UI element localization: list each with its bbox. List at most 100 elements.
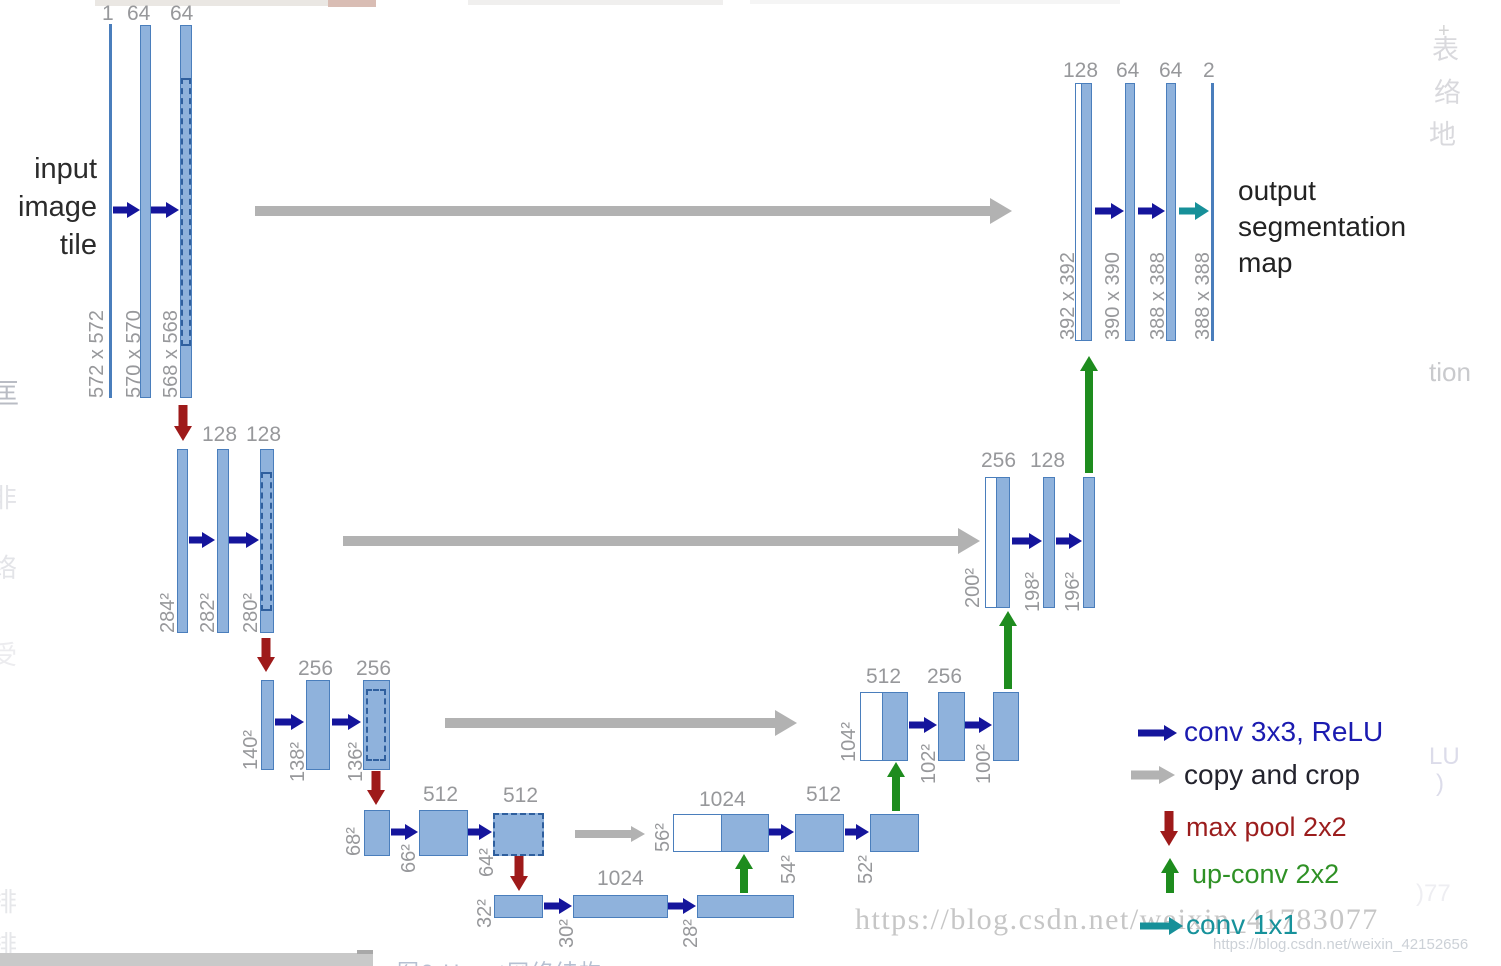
channel-label: 64 [1159,59,1183,82]
upsampled-half [996,478,1009,607]
left-edge-fragment: 排 [0,887,18,917]
conv3x3-arrow [1056,532,1082,549]
upsampled-half [721,815,768,851]
conv3x3-arrow [668,897,696,915]
input-caption-line: image [18,191,97,223]
dim-label: 28² [680,919,702,948]
dim-label: 66² [398,844,420,873]
right-edge-fragment: LU [1429,743,1460,770]
channel-label: 256 [927,665,963,688]
dim-label: 572 x 572 [86,310,108,398]
feature-map [261,680,274,770]
up-conv-arrow [1080,356,1097,473]
channel-label: 128 [1063,59,1099,82]
left-edge-fragment: 非 [0,483,18,513]
legend-max-pool-label: max pool 2x2 [1186,812,1347,842]
copy-crop-arrow [255,198,1012,224]
right-edge-fragment: )77 [1416,880,1451,907]
feature-map [993,692,1019,761]
max-pool-arrow [367,771,385,805]
channel-label: 512 [866,665,902,688]
legend-up-conv-label: up-conv 2x2 [1192,859,1340,889]
feature-map [795,814,844,852]
dim-label: 388 x 388 [1192,252,1214,340]
bottom-gray-bar-cap [357,950,373,954]
up-conv-arrow [887,762,904,811]
watermark-small: https://blog.csdn.net/weixin_42152656 [1213,936,1469,953]
dim-label: 136² [345,741,367,782]
top-edge-artifact [750,0,1120,4]
conv1x1-arrow [1179,201,1209,220]
legend-conv3x3-arrow [1138,724,1177,742]
channel-label: 1 [102,2,114,25]
upsampled-half [882,693,907,760]
crop-region-outline [181,78,191,346]
conv3x3-arrow [909,716,937,734]
dim-label: 102² [918,743,940,784]
channel-label: 128 [202,423,238,446]
conv3x3-arrow [468,823,492,841]
dim-label: 196² [1062,571,1084,612]
upsampled-half [1081,84,1091,340]
output-caption-line: output [1238,175,1316,206]
dim-label: 64² [476,848,498,877]
channel-label: 128 [1030,449,1066,472]
channel-label: 2 [1203,59,1215,82]
channel-label: 512 [423,783,459,806]
concat-feature-map [985,477,1010,608]
input-caption: input image tile [0,150,97,264]
legend-conv1x1-label: conv 1x1 [1186,909,1299,940]
dim-label: 392 x 392 [1057,252,1079,340]
channel-label: 128 [246,423,282,446]
copy-crop-arrow [445,710,797,736]
legend-up-conv-arrow [1161,858,1178,893]
dim-label: 570 x 570 [123,310,145,398]
concat-feature-map [1075,83,1092,341]
right-edge-fragment: ) [1436,770,1444,797]
dim-label: 68² [343,827,365,856]
output-caption-line: map [1238,247,1293,278]
right-edge-watermark-char: 地 [1429,120,1456,150]
feature-map [938,692,965,761]
legend-conv1x1-arrow [1140,916,1183,936]
dim-label: 200² [962,567,984,608]
dim-label: 138² [287,741,309,782]
dim-label: 54² [778,855,800,884]
crop-region-outline [261,472,272,611]
watermark-large: https://blog.csdn.net/weixin_41783077 [855,903,1379,936]
copy-crop-arrow [343,528,980,554]
conv3x3-arrow [1012,532,1042,549]
top-edge-artifact [328,0,376,7]
dim-label: 282² [197,592,219,633]
feature-map [364,810,390,856]
right-edge-fragment: tion [1429,357,1471,387]
concat-feature-map [673,814,769,852]
feature-map [870,814,919,852]
legend-conv3x3-label: conv 3x3, ReLU [1184,716,1384,747]
feature-map-input-1ch [109,24,112,398]
conv3x3-arrow [151,202,179,218]
conv3x3-arrow [1138,202,1165,219]
feature-map [494,895,543,918]
channel-label: 256 [356,657,392,680]
legend-copy-crop-label: copy and crop [1184,759,1360,790]
max-pool-arrow [174,405,192,441]
input-caption-line: tile [59,229,97,261]
dim-label: 568 x 568 [160,310,182,398]
top-edge-fragment: + [1438,20,1450,42]
feature-map [1083,477,1095,608]
dim-label: 280² [240,592,262,633]
conv3x3-arrow [229,531,259,548]
channel-label: 64 [170,2,194,25]
copy-crop-arrow [575,825,645,842]
feature-map [1125,83,1135,341]
feature-map [1166,83,1176,341]
feature-map [177,449,188,633]
max-pool-arrow [510,856,528,891]
channel-label: 256 [981,449,1017,472]
conv3x3-arrow [769,823,794,841]
conv3x3-arrow [332,713,361,731]
feature-map [1043,477,1055,608]
conv3x3-arrow [391,823,418,841]
